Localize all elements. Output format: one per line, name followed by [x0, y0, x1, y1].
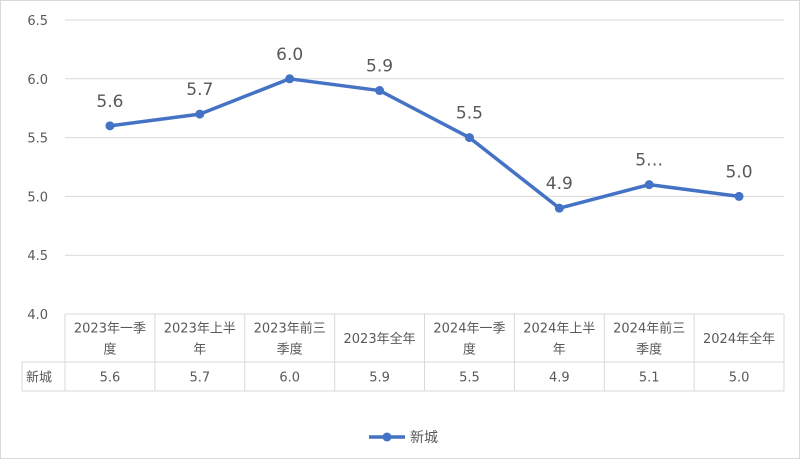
category-label: 2023年前三	[254, 321, 326, 337]
y-tick-label: 4.0	[27, 308, 48, 323]
table-series-name: 新城	[26, 370, 52, 386]
category-label: 2024年上半	[523, 322, 595, 337]
data-label: 5.9	[366, 57, 393, 77]
data-label: 5.0	[726, 162, 753, 182]
category-label: 2024年全年	[703, 331, 775, 347]
data-label: 4.9	[546, 174, 573, 194]
data-point	[375, 86, 385, 96]
category-label: 度	[103, 342, 116, 358]
category-label: 度	[463, 342, 476, 358]
y-tick-label: 5.0	[27, 190, 48, 205]
legend-marker	[382, 432, 392, 442]
table-value: 5.1	[639, 371, 660, 386]
data-point	[195, 109, 205, 119]
table-value: 4.9	[549, 371, 570, 386]
category-label: 2023年上半	[164, 322, 236, 337]
category-label: 2024年前三	[613, 321, 685, 337]
data-point	[105, 121, 115, 131]
y-tick-label: 5.5	[27, 132, 48, 147]
table-value: 5.7	[189, 371, 210, 386]
table-value: 6.0	[279, 371, 300, 386]
y-tick-label: 4.5	[27, 249, 48, 264]
category-label: 年	[553, 343, 566, 358]
category-label: 年	[193, 343, 206, 358]
table-value: 5.6	[100, 371, 121, 386]
data-point	[554, 203, 564, 213]
y-tick-label: 6.0	[27, 73, 48, 88]
data-point	[644, 180, 654, 190]
table-value: 5.5	[459, 371, 480, 386]
data-point	[285, 74, 295, 84]
category-label: 2024年一季	[433, 322, 505, 337]
data-label: 5.6	[96, 92, 123, 112]
table-value: 5.0	[729, 371, 750, 386]
category-label: 2023年一季	[74, 322, 146, 337]
category-label: 季度	[277, 342, 303, 358]
data-label: 5.7	[186, 80, 213, 100]
data-label: 5.5	[456, 104, 483, 124]
data-point	[464, 133, 474, 143]
series-line	[109, 77, 740, 210]
category-label: 季度	[636, 342, 662, 358]
data-point	[734, 191, 744, 201]
y-tick-label: 6.5	[27, 14, 48, 29]
table-value: 5.9	[369, 371, 390, 386]
data-label: 6.0	[276, 45, 303, 65]
legend-label: 新城	[410, 430, 438, 446]
data-label: 5…	[635, 151, 663, 171]
category-label: 2023年全年	[344, 331, 416, 347]
